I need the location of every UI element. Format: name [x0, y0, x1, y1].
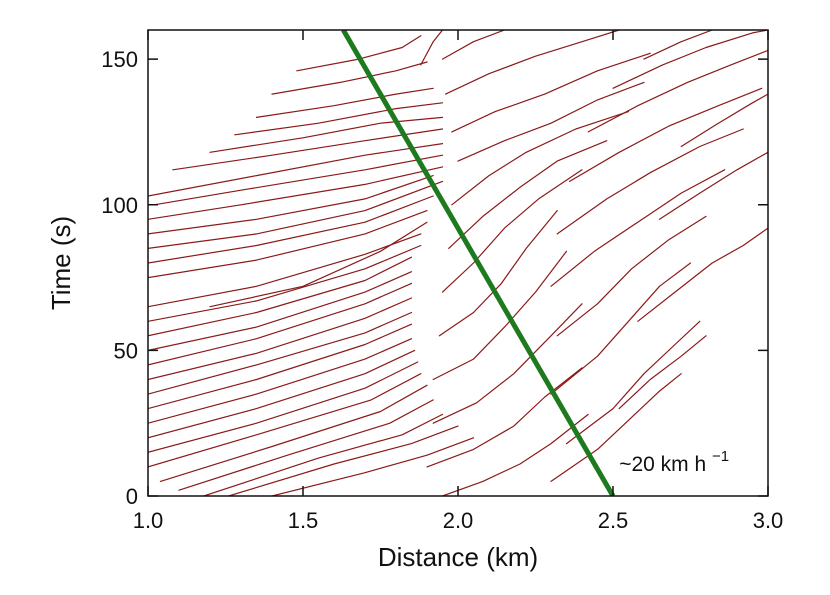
wave-speed-annotation: ~20 km h −1 [619, 448, 729, 476]
trajectory-line [658, 151, 768, 220]
trajectory-line [550, 262, 692, 395]
trajectory-line [203, 413, 444, 496]
trajectory-line [438, 210, 558, 337]
trajectory-line [426, 367, 583, 468]
trajectory-line [643, 30, 713, 60]
trajectory-line [420, 30, 444, 66]
trajectory-line [148, 143, 444, 197]
trajectory-line [148, 361, 419, 453]
trajectory-line [569, 87, 763, 182]
trajectory-line [148, 349, 416, 439]
y-tick-label: 0 [126, 484, 138, 509]
trajectory-line [445, 30, 620, 95]
trajectory-line [451, 52, 651, 133]
trajectory-line [587, 49, 768, 133]
trajectory-line [148, 195, 434, 264]
trajectory-line [148, 233, 422, 308]
trajectory-line [432, 303, 583, 424]
trajectory-line [680, 93, 768, 148]
trajectory-line [178, 399, 434, 491]
trajectory-line [148, 323, 413, 410]
x-axis-ticks: 1.0 1.5 2.0 2.5 3.0 [133, 30, 784, 533]
trajectory-line [612, 30, 768, 89]
wave-speed-annotation-superscript: −1 [712, 448, 729, 465]
y-tick-label: 50 [114, 338, 138, 363]
trajectory-line [148, 338, 413, 424]
trajectory-line [271, 437, 475, 496]
trajectory-line [457, 81, 645, 162]
y-tick-label: 100 [101, 193, 138, 218]
trajectory-line [228, 425, 459, 496]
congestion-wave-line [341, 30, 616, 496]
y-tick-label: 150 [101, 47, 138, 72]
trajectory-line [637, 227, 768, 322]
y-axis-label: Time (s) [46, 216, 76, 310]
trajectory-line [451, 111, 630, 206]
trajectory-line [148, 180, 444, 249]
trajectory-line [234, 102, 444, 136]
trajectory-line [148, 311, 413, 395]
wave-speed-annotation-text: ~20 km h [619, 453, 706, 476]
x-tick-label: 3.0 [753, 508, 784, 533]
x-tick-label: 1.5 [288, 508, 319, 533]
trajectory-line [441, 169, 583, 293]
x-tick-label: 2.0 [443, 508, 474, 533]
trajectory-line [556, 215, 707, 337]
x-tick-label: 2.5 [598, 508, 629, 533]
trajectory-line [209, 221, 428, 308]
trajectory-line [441, 30, 506, 60]
trajectory-line [148, 271, 413, 351]
trajectory-line [441, 413, 589, 496]
trajectory-line [148, 175, 434, 235]
trajectory-line [255, 87, 434, 118]
trajectory-line [432, 250, 568, 381]
trajectory-line [556, 128, 744, 235]
trajectory-line [148, 166, 444, 220]
trajectory-line [148, 297, 413, 381]
trajectory-line [148, 282, 413, 366]
x-axis-label: Distance (km) [378, 542, 538, 572]
y-axis-ticks: 0 50 100 150 [101, 47, 768, 509]
trajectory-line [296, 35, 422, 72]
trajectory-line [148, 244, 422, 322]
trajectory-line [159, 384, 428, 482]
trajectory-line [618, 335, 707, 410]
trajectory-line [148, 256, 413, 337]
trajectory-line [565, 320, 701, 445]
vehicle-trajectories [148, 30, 768, 496]
trajectory-line [209, 116, 444, 153]
trajectory-line [550, 373, 682, 482]
plot-area [148, 30, 768, 496]
trajectory-line [148, 373, 422, 468]
trajectory-line [153, 154, 444, 206]
trajectory-line [448, 140, 608, 249]
trajectory-line [271, 61, 428, 95]
trajectory-line [148, 210, 428, 279]
trajectory-line [550, 169, 726, 287]
x-tick-label: 1.0 [133, 508, 164, 533]
